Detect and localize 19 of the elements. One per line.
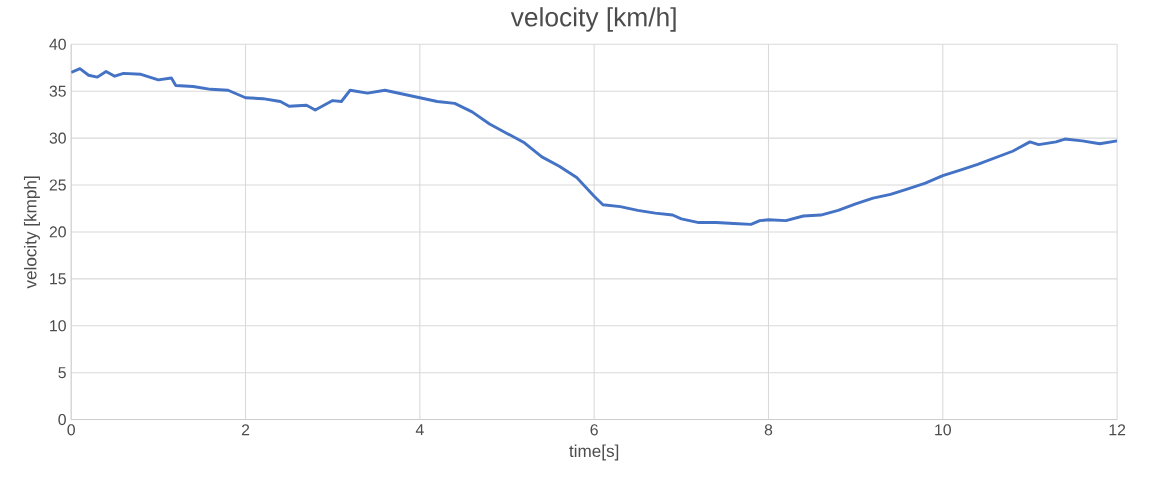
- x-axis-title: time[s]: [569, 444, 619, 461]
- y-axis-title: velocity [kmph]: [23, 176, 40, 289]
- y-tick-label: 15: [50, 273, 66, 285]
- x-tick-label: 6: [590, 424, 598, 436]
- y-tick-label: 25: [49, 179, 66, 191]
- y-tick-label: 20: [49, 226, 66, 238]
- y-tick-label: 0: [58, 413, 66, 426]
- y-tick-label: 35: [49, 85, 66, 97]
- x-tick-label: 10: [935, 424, 951, 436]
- x-tick-label: 2: [241, 424, 250, 436]
- chart-title: velocity [km/h]: [510, 7, 676, 32]
- y-tick-label: 10: [50, 320, 66, 332]
- x-tick-label: 4: [415, 424, 424, 435]
- x-tick-label: 0: [67, 424, 75, 436]
- y-tick-label: 40: [49, 38, 66, 50]
- x-tick-label: 12: [1109, 424, 1126, 436]
- x-tick-label: 8: [764, 424, 773, 436]
- y-tick-label: 30: [49, 132, 66, 144]
- y-tick-label: 5: [58, 367, 66, 379]
